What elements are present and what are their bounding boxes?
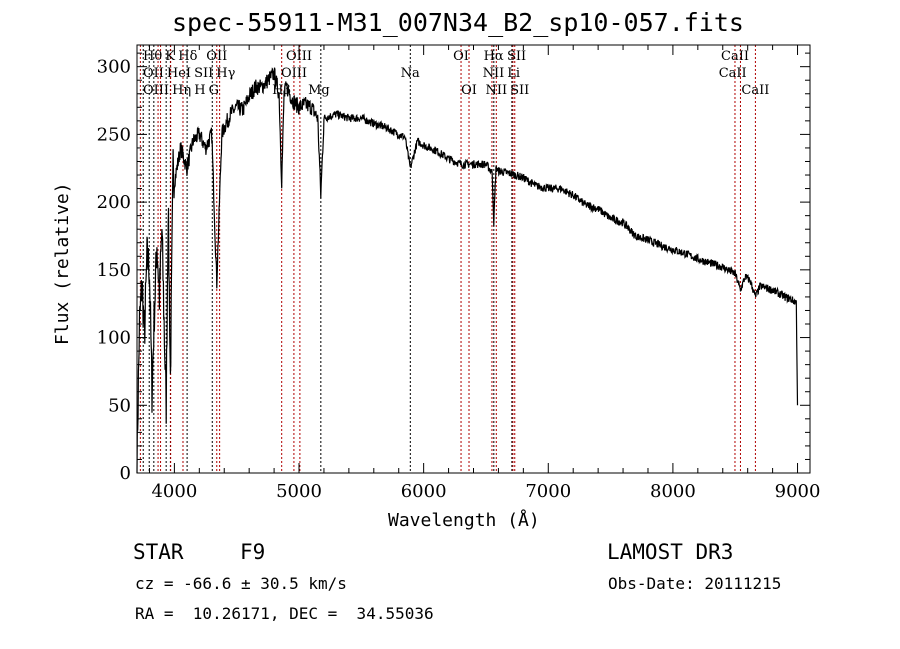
spectrum-line [136, 67, 799, 474]
spectral-line-label: OI [461, 83, 477, 98]
spectral-line-label: Hδ [178, 49, 197, 64]
spectral-line-label: SII [194, 66, 213, 81]
redshift-cz: cz = -66.6 ± 30.5 km/s [135, 574, 347, 593]
object-subclass: F9 [240, 540, 266, 564]
x-tick-label: 9000 [775, 481, 821, 502]
spectral-line-label: OII [206, 49, 227, 64]
spectral-line-label: OIII [286, 49, 312, 64]
obs-date: Obs-Date: 20111215 [608, 574, 782, 593]
x-tick-label: 6000 [401, 481, 447, 502]
y-tick-label: 0 [120, 463, 131, 484]
y-tick-label: 100 [97, 328, 131, 349]
spectral-line-label: Hη [172, 83, 191, 98]
spectral-line-label: CaII [721, 49, 749, 64]
y-tick-label: 50 [108, 395, 131, 416]
spectral-line-label: Hβ [272, 83, 291, 98]
chart-title: spec-55911-M31_007N34_B2_sp10-057.fits [172, 8, 744, 37]
spectral-line-label: Hθ [143, 49, 162, 64]
object-class: STAR [133, 540, 184, 564]
x-tick-label: 4000 [151, 481, 197, 502]
y-tick-label: 200 [97, 192, 131, 213]
spectral-line-label: NII [483, 66, 505, 81]
x-tick-label: 7000 [525, 481, 571, 502]
y-tick-label: 300 [97, 57, 131, 78]
spectral-line-label: SII [507, 49, 526, 64]
spectral-line-label: OI [453, 49, 469, 64]
spectral-line-label: OIII [143, 83, 169, 98]
spectral-line-label: OIII [281, 66, 307, 81]
y-tick-label: 150 [97, 260, 131, 281]
x-tick-label: 5000 [276, 481, 322, 502]
spectral-line-label: HeI [167, 66, 191, 81]
spectral-line-label: Hγ [216, 66, 235, 81]
spectral-line-label: K [165, 49, 175, 64]
spectral-line-label: CaII [741, 83, 769, 98]
spectral-line-label: G [209, 83, 219, 98]
x-tick-label: 8000 [650, 481, 696, 502]
spectral-line-label: CaII [719, 66, 747, 81]
spectral-line-label: Na [401, 66, 420, 81]
spectral-line-label: SII [510, 83, 529, 98]
spectral-line-label: Hα [484, 49, 504, 64]
y-tick-label: 250 [97, 124, 131, 145]
spectral-line-label: H [194, 83, 205, 98]
x-axis-label: Wavelength (Å) [388, 510, 540, 531]
spectral-line-label: Li [507, 66, 520, 81]
ra-dec: RA = 10.26171, DEC = 34.55036 [135, 604, 434, 623]
spectral-line-label: NII [486, 83, 508, 98]
survey-name: LAMOST DR3 [607, 540, 734, 564]
spectral-line-label: Mg [308, 83, 330, 98]
y-axis-label: Flux (relative) [52, 182, 73, 345]
spectral-line-label: OII [143, 66, 164, 81]
